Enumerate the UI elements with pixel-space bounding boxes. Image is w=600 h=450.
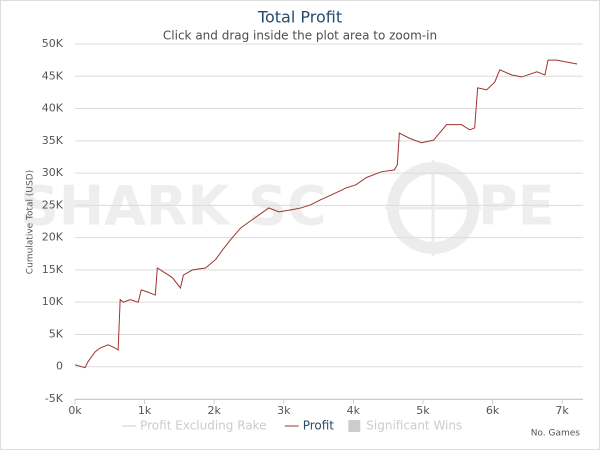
legend-item[interactable]: Significant Wins [348, 419, 462, 433]
y-tick-label: 50K [42, 37, 64, 50]
y-tick-label: 40K [42, 102, 64, 115]
watermark: SHARK SC PE [20, 160, 554, 256]
x-tick-label: 3k [277, 404, 291, 417]
profit-line [74, 59, 578, 369]
y-tick-label: 25K [42, 198, 64, 211]
x-tick-label: 0k [68, 404, 82, 417]
y-tick-label: -5K [45, 392, 64, 405]
legend-item[interactable]: Profit Excluding Rake [122, 419, 267, 433]
y-tick-label: 15K [42, 263, 64, 276]
legend-label: Profit Excluding Rake [140, 419, 266, 433]
legend-symbol [348, 420, 361, 432]
x-tick-label: 5k [416, 404, 430, 417]
watermark-text: PE [478, 175, 554, 238]
x-tick-label: 1k [138, 404, 152, 417]
x-tick-label: 6k [486, 404, 500, 417]
y-tick-label: 5K [49, 327, 64, 340]
x-tick-label: 2k [207, 404, 221, 417]
y-tick-label: 10K [42, 295, 64, 308]
y-tick-label: 0 [56, 360, 63, 373]
y-axis-label: Cumulative Total (USD) [26, 170, 36, 274]
legend-item[interactable]: Profit [284, 419, 335, 433]
legend-label: Significant Wins [366, 419, 462, 433]
x-tick-label: 4k [347, 404, 361, 417]
y-tick-label: 35K [42, 134, 64, 147]
chart-subtitle: Click and drag inside the plot area to z… [163, 29, 437, 43]
x-axis-label: No. Games [531, 429, 581, 439]
x-tick-label: 7k [555, 404, 569, 417]
watermark-text: SHARK SC [20, 175, 327, 238]
legend-label: Profit [303, 419, 335, 433]
y-tick-label: 30K [42, 166, 64, 179]
y-tick-label: 20K [42, 231, 64, 244]
chart-title: Total Profit [257, 8, 342, 27]
y-tick-label: 45K [42, 69, 64, 82]
